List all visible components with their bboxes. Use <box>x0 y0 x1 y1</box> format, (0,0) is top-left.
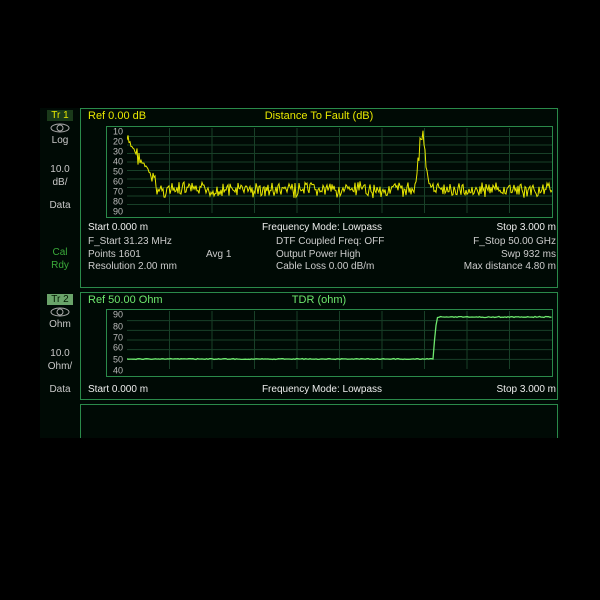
trace1-label: Tr 1 <box>47 110 72 121</box>
trace2-title: TDR (ohm) <box>88 294 550 306</box>
trace1-waveform <box>127 128 552 218</box>
trace2-unit: Ohm/ <box>40 361 80 372</box>
trace2-waveform <box>127 311 552 377</box>
trace1-ylabels: 10 20 30 40 50 60 70 80 90 <box>107 127 125 217</box>
trace1-stop: Stop 3.000 m <box>497 222 556 235</box>
trace1-title: Distance To Fault (dB) <box>88 110 550 122</box>
trace2-label: Tr 2 <box>47 294 72 305</box>
trace2-mode: Ohm <box>40 319 80 330</box>
trace2-sidebar: Tr 2 Ohm 10.0 Ohm/ Data <box>40 292 80 397</box>
avg: Avg 1 <box>206 249 231 262</box>
swp: Swp 932 ms <box>464 249 556 262</box>
points: Points 1601 <box>88 249 177 262</box>
trace2-data: Data <box>40 384 80 395</box>
resolution: Resolution 2.00 mm <box>88 261 177 274</box>
trace2-freqmode: Frequency Mode: Lowpass <box>88 384 556 397</box>
trace1-info: Start 0.000 m Frequency Mode: Lowpass St… <box>88 222 556 235</box>
trace1-plot-frame[interactable]: 10 20 30 40 50 60 70 80 90 <box>106 126 553 218</box>
trace1-mode: Log <box>40 135 80 146</box>
truncated-frame <box>80 404 558 438</box>
trace1-data: Data <box>40 200 80 211</box>
trace2-header: Ref 50.00 Ohm TDR (ohm) <box>88 294 550 310</box>
trace1-unit: dB/ <box>40 177 80 188</box>
eye-icon <box>49 123 71 133</box>
trace2-ylabels: 90 80 70 60 50 40 <box>107 310 125 376</box>
trace2-plot-frame[interactable]: 90 80 70 60 50 40 <box>106 309 553 377</box>
trace1-freqmode: Frequency Mode: Lowpass <box>88 222 556 235</box>
trace1-header: Ref 0.00 dB Distance To Fault (dB) <box>88 110 550 126</box>
dtf-coupled: DTF Coupled Freq: OFF <box>276 236 384 249</box>
trace2-scale: 10.0 <box>40 348 80 359</box>
eye-icon <box>49 307 71 317</box>
cable-loss: Cable Loss 0.00 dB/m <box>276 261 384 274</box>
analyzer-screen: Tr 1 Log 10.0 dB/ Data Cal Rdy Ref 0.00 … <box>40 108 560 438</box>
trace1-sidebar: Tr 1 Log 10.0 dB/ Data Cal Rdy <box>40 108 80 273</box>
max-dist: Max distance 4.80 m <box>464 261 556 274</box>
f-stop: F_Stop 50.00 GHz <box>464 236 556 249</box>
trace2-stop: Stop 3.000 m <box>497 384 556 397</box>
rdy-label: Rdy <box>40 260 80 271</box>
f-start: F_Start 31.23 MHz <box>88 236 177 249</box>
cal-label: Cal <box>40 247 80 258</box>
trace2-info: Start 0.000 m Frequency Mode: Lowpass St… <box>88 384 556 397</box>
trace1-scale: 10.0 <box>40 164 80 175</box>
output-power: Output Power High <box>276 249 384 262</box>
